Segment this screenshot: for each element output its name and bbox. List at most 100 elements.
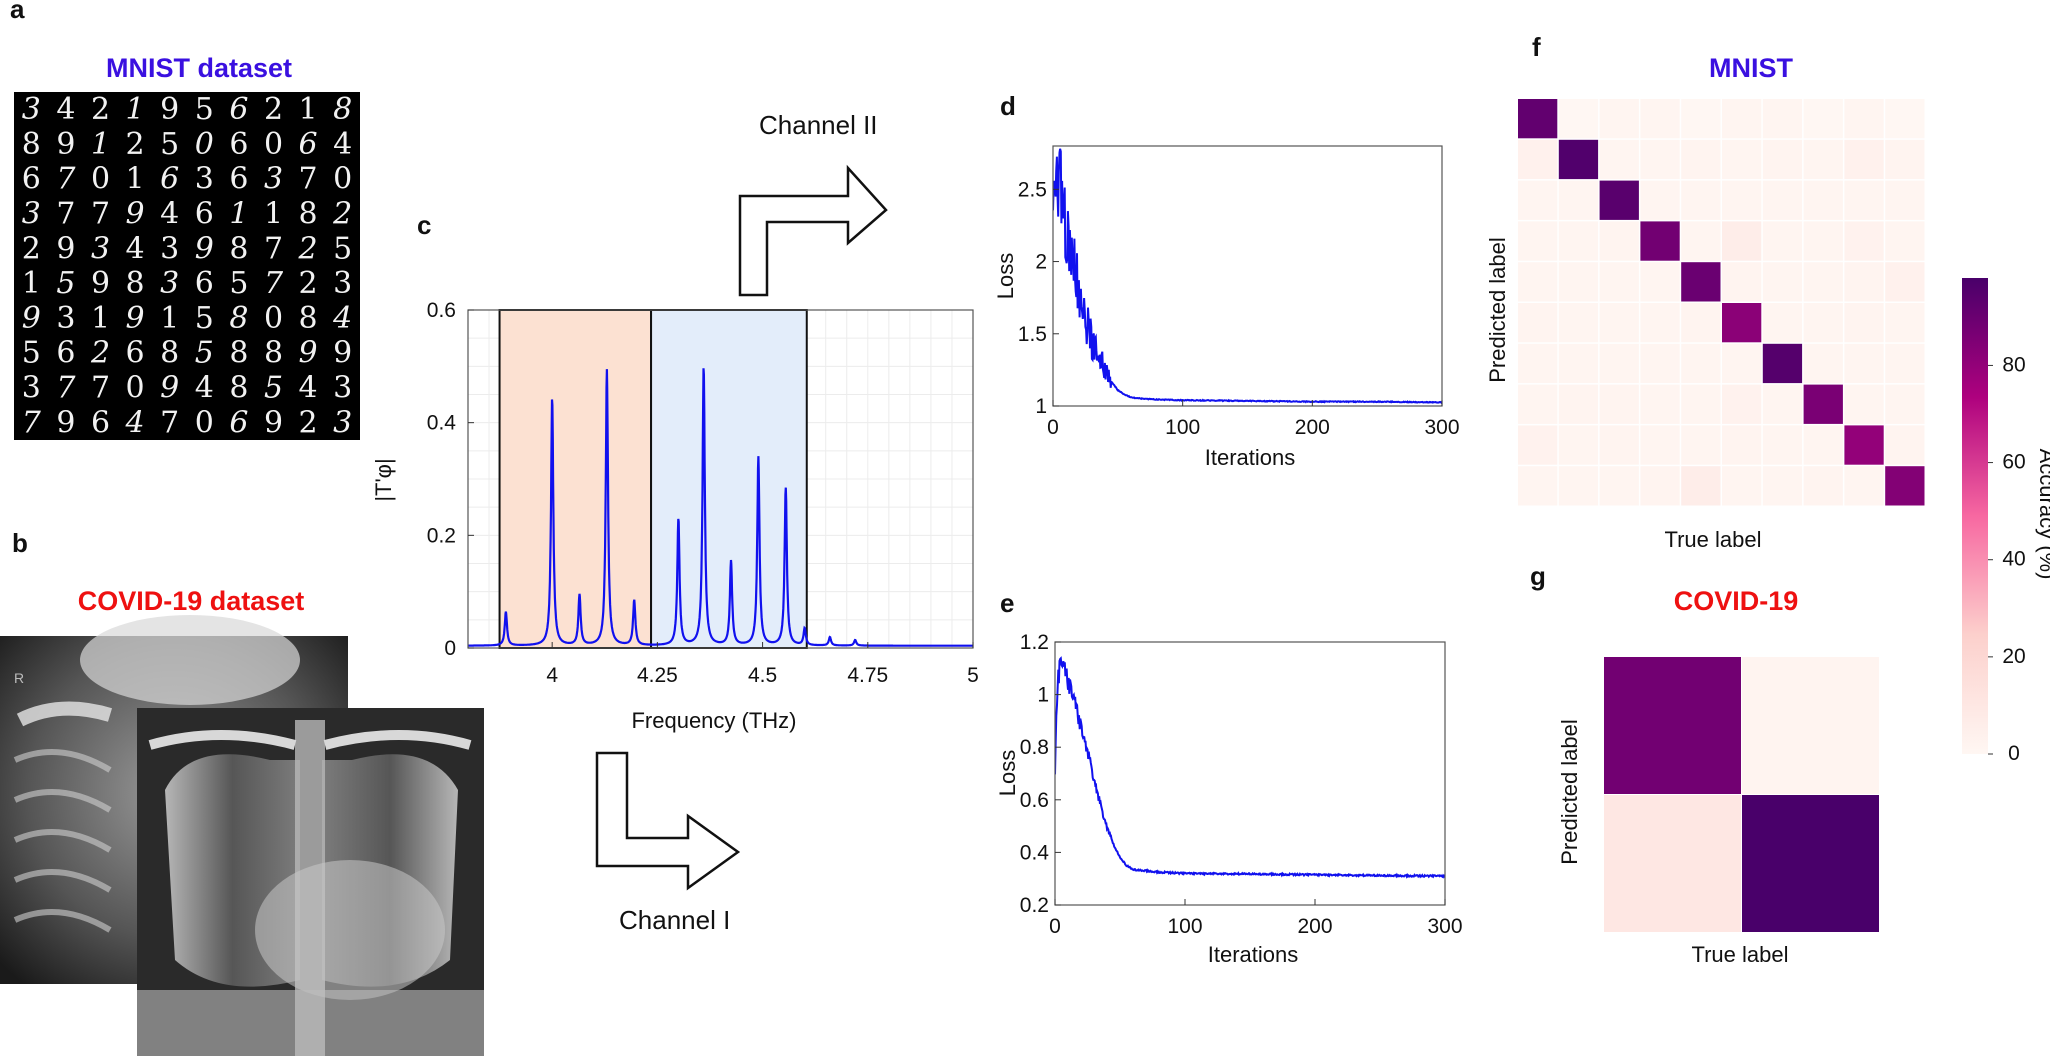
x-tick-label: 4 bbox=[546, 664, 558, 687]
mnist-digit: 5 bbox=[160, 127, 179, 162]
panel-c-letter: c bbox=[417, 210, 431, 240]
mnist-digit: 3 bbox=[264, 162, 283, 197]
mnist-digit: 0 bbox=[91, 162, 110, 197]
mnist-digit: 6 bbox=[126, 336, 145, 371]
colorbar-tick-label: 20 bbox=[2002, 645, 2025, 668]
plot-frame bbox=[467, 309, 974, 649]
chart-c-ylabel: |T'φ| bbox=[371, 458, 396, 501]
mnist-digit: 8 bbox=[229, 336, 248, 371]
heatmap-cell bbox=[1762, 343, 1803, 384]
mnist-digit: 3 bbox=[160, 266, 179, 301]
mnist-digit: 9 bbox=[195, 231, 214, 266]
heatmap-cell bbox=[1762, 384, 1803, 424]
mnist-digit: 7 bbox=[160, 405, 179, 440]
heatmap-cell bbox=[1762, 99, 1803, 139]
chart-d-ylabel: Loss bbox=[993, 253, 1018, 299]
mnist-digit: 9 bbox=[160, 371, 179, 406]
x-tick-label: 4.25 bbox=[637, 664, 678, 687]
heatmap-cell bbox=[1844, 180, 1884, 220]
confusion-matrix-covid bbox=[1604, 657, 1879, 932]
mnist-digit: 3 bbox=[22, 371, 41, 406]
x-tick-label: 200 bbox=[1297, 915, 1332, 938]
colorbar-tick-label: 80 bbox=[2002, 353, 2025, 376]
heatmap-cell bbox=[1599, 425, 1639, 465]
heatmap-cell bbox=[1518, 466, 1558, 506]
heatmap-cell bbox=[1599, 303, 1639, 343]
heatmap-g-ylabel: Predicted label bbox=[1557, 719, 1582, 865]
mnist-digit: 4 bbox=[195, 371, 214, 406]
mnist-digit: 9 bbox=[126, 301, 145, 336]
colorbar-tick-label: 0 bbox=[2008, 742, 2020, 765]
heatmap-cell bbox=[1762, 221, 1803, 261]
y-tick-label: 0.2 bbox=[427, 524, 456, 547]
colorbar-label: Accuracy (%) bbox=[2035, 449, 2050, 580]
heatmap-cell bbox=[1844, 425, 1884, 465]
mnist-digit: 1 bbox=[91, 127, 110, 162]
mnist-digit: 9 bbox=[56, 405, 75, 440]
mnist-digit: 3 bbox=[56, 301, 75, 336]
heatmap-cell bbox=[1803, 303, 1843, 343]
heatmap-cell bbox=[1742, 795, 1879, 932]
heatmap-cell bbox=[1762, 303, 1803, 343]
heatmap-cell bbox=[1518, 343, 1558, 384]
heatmap-g-xlabel: True label bbox=[1691, 942, 1788, 967]
heatmap-cell bbox=[1640, 343, 1680, 384]
heatmap-cell bbox=[1640, 99, 1680, 139]
y-tick-label: 0.2 bbox=[1020, 894, 1049, 917]
heatmap-cell bbox=[1762, 466, 1803, 506]
mnist-digit: 0 bbox=[126, 371, 145, 406]
heatmap-cell bbox=[1518, 139, 1558, 180]
heatmap-cell bbox=[1885, 303, 1925, 343]
heatmap-cell bbox=[1722, 425, 1762, 465]
heatmap-cell bbox=[1803, 384, 1843, 424]
heatmap-cell bbox=[1558, 139, 1599, 180]
heatmap-cell bbox=[1722, 303, 1762, 343]
heatmap-cell bbox=[1885, 99, 1925, 139]
heatmap-cell bbox=[1762, 425, 1803, 465]
heatmap-cell bbox=[1722, 221, 1762, 261]
heatmap-cell bbox=[1640, 262, 1680, 302]
heatmap-cell bbox=[1722, 343, 1762, 384]
mnist-digit: 9 bbox=[299, 336, 318, 371]
mnist-digit: 2 bbox=[90, 336, 110, 371]
heatmap-cell bbox=[1558, 303, 1599, 343]
mnist-digit: 4 bbox=[333, 127, 352, 162]
heatmap-cell bbox=[1762, 262, 1803, 302]
heatmap-cell bbox=[1599, 221, 1639, 261]
mnist-digit: 1 bbox=[91, 301, 110, 336]
mnist-digit: 9 bbox=[126, 197, 145, 232]
heatmap-cell bbox=[1604, 795, 1741, 932]
mnist-digit: 9 bbox=[264, 405, 283, 440]
heatmap-cell bbox=[1681, 99, 1721, 139]
heatmap-cell bbox=[1742, 657, 1879, 794]
channel-i-label: Channel I bbox=[619, 905, 730, 935]
mnist-digit: 8 bbox=[126, 266, 145, 301]
confusion-matrix-mnist bbox=[1518, 99, 1925, 506]
x-tick-label: 100 bbox=[1167, 915, 1202, 938]
mnist-digit: 9 bbox=[56, 127, 75, 162]
mnist-digit: 5 bbox=[264, 371, 283, 406]
mnist-digit: 3 bbox=[195, 162, 214, 197]
mnist-digit: 7 bbox=[56, 371, 76, 406]
mnist-digit: 9 bbox=[333, 336, 352, 371]
y-tick-label: 1.5 bbox=[1018, 323, 1047, 346]
mnist-digit: 7 bbox=[22, 405, 42, 440]
heatmap-cell bbox=[1803, 343, 1843, 384]
mnist-digit: 6 bbox=[56, 336, 75, 371]
mnist-digit: 0 bbox=[264, 127, 283, 162]
y-tick-label: 0.8 bbox=[1020, 736, 1049, 759]
heatmap-cell bbox=[1803, 139, 1843, 180]
y-tick-label: 1.2 bbox=[1020, 631, 1049, 654]
heatmap-cell bbox=[1885, 425, 1925, 465]
heatmap-cell bbox=[1722, 99, 1762, 139]
heatmap-cell bbox=[1844, 262, 1884, 302]
mnist-digit: 7 bbox=[56, 162, 76, 197]
mnist-digit: 7 bbox=[264, 231, 283, 266]
mnist-digit: 9 bbox=[160, 92, 179, 127]
heatmap-cell bbox=[1640, 139, 1680, 180]
heatmap-cell bbox=[1640, 221, 1680, 261]
heatmap-cell bbox=[1762, 139, 1803, 180]
mnist-digit: 3 bbox=[333, 371, 352, 406]
mnist-digit: 6 bbox=[160, 162, 179, 197]
panel-d-letter: d bbox=[1000, 91, 1016, 121]
